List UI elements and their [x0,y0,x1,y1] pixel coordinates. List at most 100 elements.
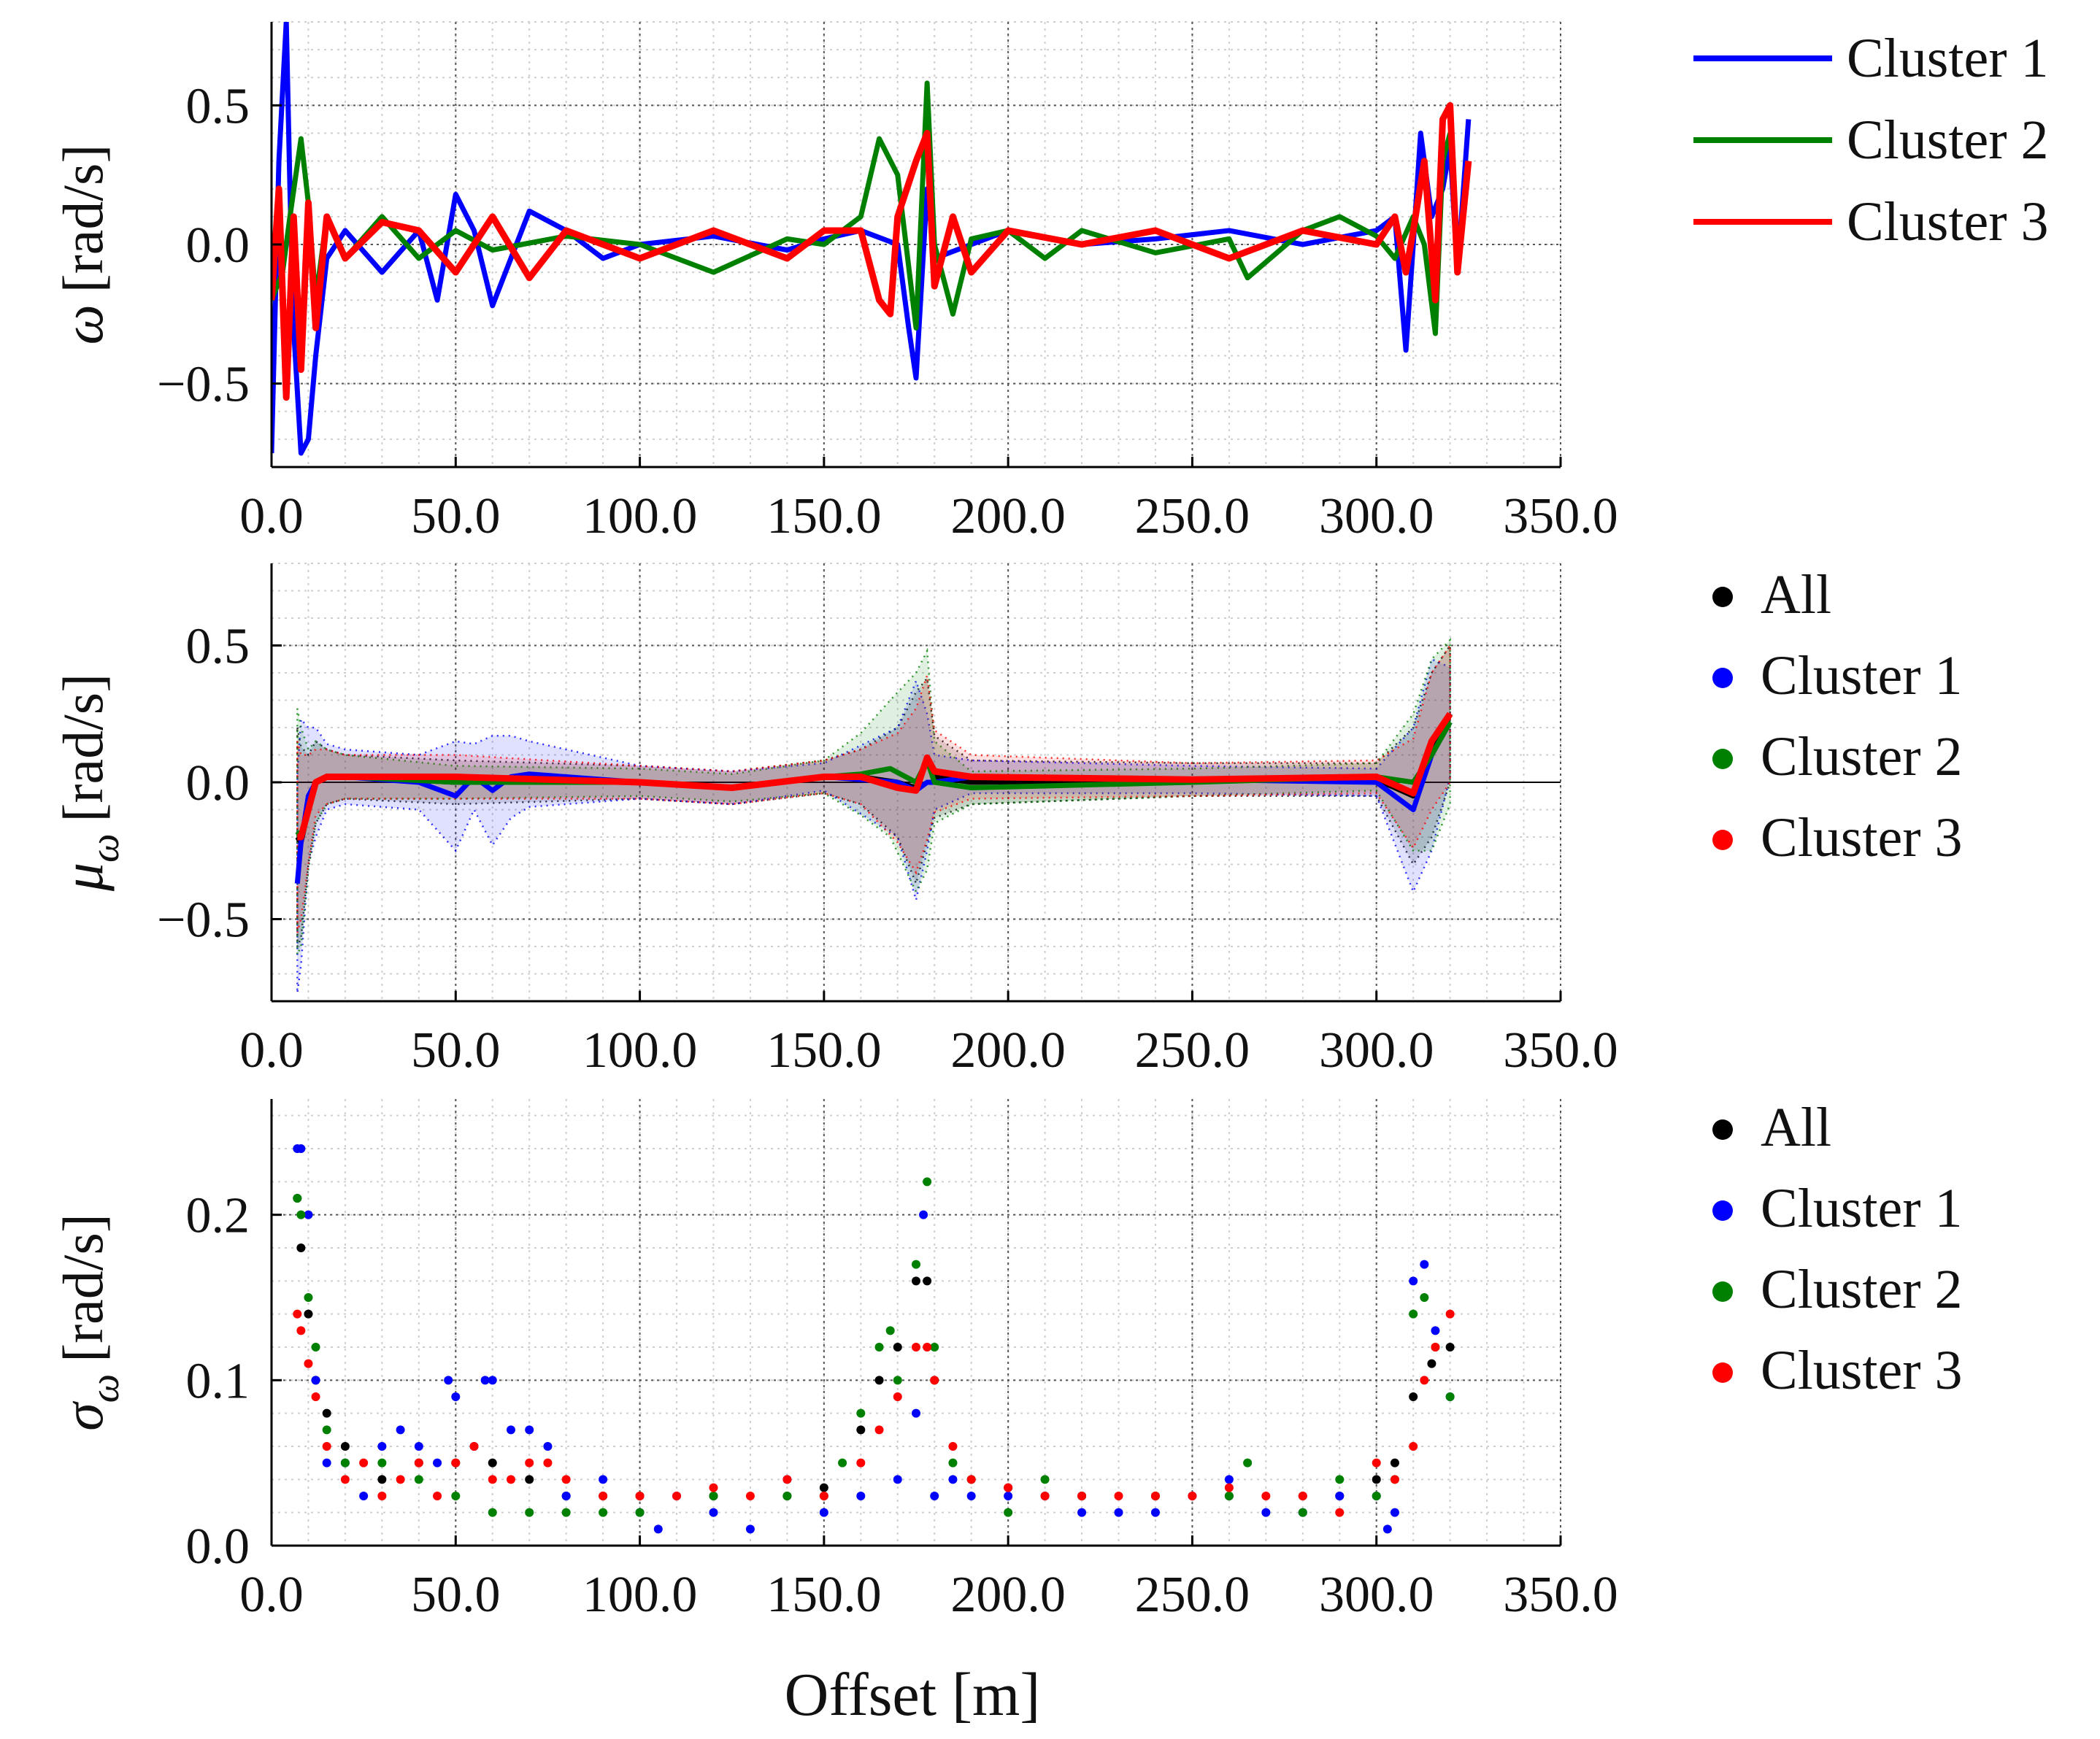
point-cluster-1 [1114,1508,1123,1517]
y-axis-symbol: μ [51,863,115,892]
point-all [1427,1359,1436,1368]
x-tick-label: 150.0 [766,1567,882,1623]
y-tick-label: −0.5 [157,892,250,949]
x-tick-label: 50.0 [411,1022,501,1079]
point-cluster-2 [1372,1492,1381,1500]
point-all [1409,1392,1418,1401]
plot-area [293,1144,1455,1534]
x-tick-label: 250.0 [1135,1022,1250,1079]
point-cluster-3 [433,1492,442,1500]
point-cluster-3 [930,1376,939,1385]
point-cluster-3 [377,1492,387,1500]
point-cluster-1 [1431,1326,1440,1335]
band-cluster-2 [296,637,1451,955]
x-tick-label: 350.0 [1503,488,1618,544]
legend-label: All [1761,1097,1831,1158]
point-cluster-2 [599,1508,608,1517]
point-cluster-1 [543,1442,553,1451]
legend-label: Cluster 3 [1761,807,1963,868]
point-cluster-1 [433,1458,442,1468]
point-cluster-3 [1188,1492,1197,1500]
plot-area [272,637,1561,993]
point-cluster-3 [296,1326,306,1335]
band-cluster-1 [296,658,1451,993]
point-all [525,1475,534,1484]
legend-item: Cluster 1 [1712,645,1963,706]
point-all [819,1483,828,1492]
point-cluster-1 [414,1442,423,1451]
point-cluster-2 [296,1210,306,1219]
point-cluster-1 [1335,1492,1345,1500]
y-tick-label: 0.0 [186,755,250,811]
point-all [874,1376,884,1385]
x-tick-label: 50.0 [411,1567,501,1623]
x-tick-label: 100.0 [582,1567,698,1623]
point-cluster-2 [923,1177,932,1187]
point-cluster-2 [893,1376,902,1385]
y-tick-label: −0.5 [157,357,250,413]
point-cluster-3 [745,1492,755,1500]
y-axis-label: σω [rad/s] [51,1214,128,1431]
point-cluster-2 [1335,1475,1345,1484]
point-cluster-2 [414,1475,423,1484]
y-tick-label: 0.0 [186,217,250,274]
y-tick-label: 0.2 [186,1188,250,1244]
point-cluster-3 [1298,1492,1307,1500]
point-cluster-3 [1445,1309,1455,1319]
point-cluster-3 [599,1492,608,1500]
legend-swatch [1712,668,1733,688]
x-tick-label: 0.0 [239,1022,304,1079]
point-cluster-3 [1335,1508,1345,1517]
legend-swatch [1712,830,1733,850]
point-cluster-3 [488,1475,497,1484]
point-cluster-1 [488,1376,497,1385]
point-cluster-2 [1243,1458,1253,1468]
point-cluster-1 [1261,1508,1271,1517]
point-cluster-3 [1390,1475,1399,1484]
legend-label: Cluster 1 [1761,645,1963,706]
point-cluster-3 [414,1458,423,1468]
point-cluster-1 [893,1475,902,1484]
point-cluster-2 [293,1194,302,1203]
legend-item: Cluster 3 [1712,1340,1963,1401]
grid [271,1099,1561,1546]
point-all [304,1309,313,1319]
legend-label: Cluster 3 [1847,191,2049,252]
y-axis-label: ω [rad/s] [51,144,115,345]
y-axis-label: μω [rad/s] [51,674,128,892]
point-cluster-3 [1409,1442,1418,1451]
point-cluster-1 [948,1475,958,1484]
x-tick-label: 100.0 [582,1022,698,1079]
point-cluster-3 [1224,1483,1234,1492]
point-cluster-3 [322,1442,331,1451]
y-axis-subscript: ω [82,1374,128,1403]
y-axis-symbol: σ [51,1401,115,1431]
legend-item: Cluster 1 [1712,1178,1963,1239]
x-tick-label: 0.0 [239,488,304,544]
point-cluster-1 [1004,1492,1013,1500]
point-cluster-1 [930,1492,939,1500]
point-cluster-3 [543,1458,553,1468]
x-tick-label: 150.0 [766,1022,882,1079]
point-cluster-1 [322,1458,331,1468]
y-axis-subscript: ω [82,833,128,863]
point-cluster-2 [1004,1508,1013,1517]
point-cluster-1 [856,1492,866,1500]
y-axis-unit: [rad/s] [51,1214,115,1362]
point-all [893,1343,902,1352]
y-axis-unit: [rad/s] [51,674,115,822]
legend-item: Cluster 3 [1693,191,2049,252]
point-cluster-3 [561,1475,571,1484]
point-cluster-1 [359,1492,369,1500]
point-cluster-2 [525,1508,534,1517]
legend: All Cluster 1 Cluster 2 Cluster 3 [1712,564,1963,868]
x-tick-label: 100.0 [582,488,698,544]
point-all [377,1475,387,1484]
point-cluster-3 [893,1392,902,1401]
point-cluster-1 [296,1144,306,1153]
legend-swatch [1712,749,1733,769]
point-cluster-1 [444,1376,453,1385]
point-cluster-1 [599,1475,608,1484]
legend-swatch [1712,1362,1733,1383]
